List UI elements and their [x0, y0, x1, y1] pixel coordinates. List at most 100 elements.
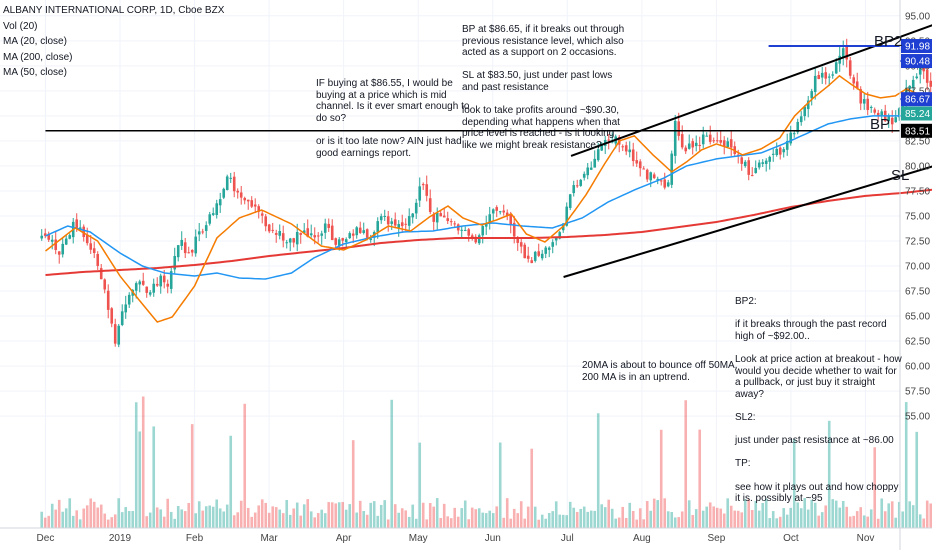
volume-bar: [754, 501, 758, 528]
legend-ma20[interactable]: MA (20, close): [3, 36, 67, 47]
volume-bar: [827, 420, 831, 528]
volume-bar: [418, 442, 422, 528]
candle-body: [869, 106, 873, 108]
candle-body: [568, 194, 572, 208]
candle-body: [488, 214, 492, 224]
volume-bar: [110, 517, 114, 528]
price-axis-tick: 55.00: [905, 412, 930, 423]
candle-body: [166, 283, 170, 287]
volume-bar: [733, 510, 737, 528]
candle-body: [764, 160, 768, 164]
volume-bar: [190, 424, 194, 528]
volume-bar: [908, 501, 912, 528]
volume-bar: [334, 503, 338, 528]
candle-body: [824, 72, 828, 79]
volume-bar: [446, 516, 450, 528]
candle-body: [145, 286, 149, 293]
candle-body: [894, 117, 898, 123]
candle-body: [484, 222, 488, 227]
candle-body: [831, 74, 835, 76]
volume-bar: [295, 502, 299, 528]
volume-bar: [663, 498, 667, 528]
candle-body: [670, 153, 674, 185]
volume-bar: [313, 517, 317, 528]
volume-bar: [400, 508, 404, 528]
legend-ma200[interactable]: MA (200, close): [3, 51, 73, 63]
volume-bar: [453, 507, 457, 528]
volume-bar: [285, 499, 289, 528]
candle-body: [523, 244, 527, 259]
legend-volume[interactable]: Vol (20): [3, 20, 38, 32]
candle-body: [593, 158, 597, 168]
volume-bar: [152, 426, 156, 528]
volume-bar: [428, 503, 432, 528]
volume-bar: [470, 507, 474, 528]
candle-body: [859, 89, 863, 104]
volume-bar: [383, 500, 387, 528]
note-bp2-plan: BP2: if it breaks through the past recor…: [735, 296, 902, 505]
volume-bar: [180, 509, 184, 528]
volume-bar: [484, 513, 488, 528]
price-axis-tick: 72.50: [905, 236, 930, 247]
candle-body: [607, 139, 611, 141]
candle-body: [316, 235, 320, 237]
candle-body: [712, 140, 716, 142]
candle-body: [848, 60, 852, 76]
candle-body: [439, 213, 443, 217]
volume-bar: [197, 501, 201, 528]
candle-body: [565, 206, 569, 226]
volume-bar: [145, 516, 149, 528]
candle-body: [113, 324, 117, 344]
candle-body: [341, 238, 345, 241]
candle-body: [708, 134, 712, 142]
candle-body: [516, 237, 520, 243]
candle-body: [908, 85, 912, 89]
volume-bar: [593, 510, 597, 528]
candle-body: [684, 147, 688, 152]
time-axis-tick: May: [409, 533, 428, 544]
volume-bar: [271, 506, 275, 528]
candle-body: [362, 230, 366, 233]
candle-body: [106, 290, 110, 310]
volume-bar: [708, 502, 712, 528]
volume-bar: [348, 504, 352, 528]
volume-bar: [246, 507, 250, 528]
candle-body: [554, 237, 558, 241]
volume-bar: [85, 505, 89, 528]
candle-body: [785, 141, 789, 150]
volume-bar: [89, 498, 93, 528]
candle-body: [880, 111, 884, 116]
ma20-line: [45, 74, 932, 323]
candle-body: [666, 182, 670, 187]
volume-bar: [127, 511, 131, 528]
candle-body: [544, 247, 548, 254]
candle-body: [330, 225, 334, 241]
volume-bar: [824, 505, 828, 528]
volume-bar: [572, 507, 576, 528]
candle-body: [386, 216, 390, 225]
volume-bar: [645, 500, 649, 528]
volume-bar: [463, 500, 467, 528]
legend-ma50[interactable]: MA (50, close): [3, 67, 67, 78]
candle-body: [327, 223, 331, 228]
volume-bar: [211, 506, 215, 528]
candle-body: [687, 143, 691, 149]
volume-bar: [743, 499, 747, 528]
candle-body: [407, 216, 411, 226]
channel-lower-line: [563, 165, 932, 278]
candle-body: [649, 172, 653, 181]
candle-body: [397, 224, 401, 228]
volume-bar: [159, 509, 163, 528]
volume-bar: [677, 517, 681, 528]
price-axis-tick: 62.50: [905, 337, 930, 348]
candle-body: [656, 178, 660, 181]
volume-bar: [841, 500, 845, 528]
volume-bar: [432, 506, 436, 528]
time-axis-tick: Feb: [186, 533, 204, 544]
volume-bar: [281, 513, 285, 528]
volume-bar: [40, 511, 44, 528]
volume-bar: [236, 512, 240, 528]
volume-bar: [726, 498, 730, 528]
volume-bar: [547, 512, 551, 528]
